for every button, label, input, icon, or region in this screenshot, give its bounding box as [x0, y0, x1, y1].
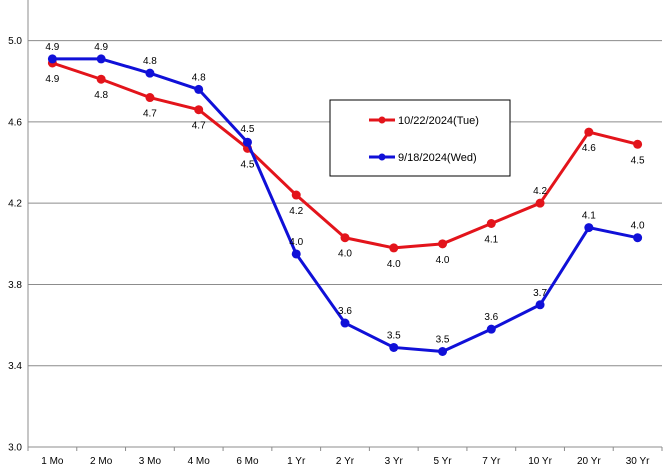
x-tick-label-6-mo: 6 Mo [236, 456, 259, 467]
series-1-point-6 [340, 233, 350, 243]
y-tick-label-4.2: 4.2 [8, 199, 22, 210]
legend: 10/22/2024(Tue) 9/18/2024(Wed) [329, 99, 511, 177]
series-1-data-label-9: 4.1 [484, 235, 498, 246]
x-tick-label-5-yr: 5 Yr [433, 456, 452, 467]
legend-series-1-label: 10/22/2024(Tue) [398, 115, 479, 127]
x-tick-label-7-yr: 7 Yr [482, 456, 501, 467]
y-tick-label-3.4: 3.4 [8, 361, 22, 372]
y-tick-label-4.6: 4.6 [8, 117, 22, 128]
series-2-point-9 [486, 324, 496, 334]
x-tick-label-2-yr: 2 Yr [336, 456, 355, 467]
series-1-data-label-12: 4.5 [631, 155, 645, 166]
series-1-point-5 [291, 190, 301, 200]
y-axis-ticks: 3.0 3.4 3.8 4.2 4.6 5.0 [8, 36, 22, 453]
series-1-data-label-4: 4.5 [241, 159, 255, 170]
series-1-data-label-3: 4.7 [192, 121, 206, 132]
x-tick-label-30-yr: 30 Yr [626, 456, 650, 467]
series-1-data-label-11: 4.6 [582, 143, 596, 154]
series-2-data-label-1: 4.9 [94, 42, 108, 53]
series-2-point-6 [340, 318, 350, 328]
series-2-point-2 [145, 68, 155, 78]
series-2-data-label-8: 3.5 [436, 335, 450, 346]
x-tick-label-20-yr: 20 Yr [577, 456, 601, 467]
legend-series-2-label: 9/18/2024(Wed) [398, 152, 477, 164]
x-tick-label-10-yr: 10 Yr [528, 456, 552, 467]
series-1-point-10 [535, 198, 545, 208]
series-2-point-11 [584, 223, 594, 233]
series-2: 4.9 4.9 4.8 4.8 4.5 4.0 3.6 3.5 3.5 3.6 3.7 4.1 4.0 [45, 42, 645, 357]
series-1-point-3 [194, 105, 204, 115]
series-2-data-label-4: 4.5 [241, 124, 255, 135]
series-2-data-label-11: 4.1 [582, 211, 596, 222]
series-2-point-12 [633, 233, 643, 243]
series-2-data-label-2: 4.8 [143, 56, 157, 67]
y-tick-label-3.8: 3.8 [8, 280, 22, 291]
x-tick-label-3-yr: 3 Yr [385, 456, 404, 467]
x-tick-label-3-mo: 3 Mo [139, 456, 162, 467]
y-tick-label-5.0: 5.0 [8, 36, 22, 47]
series-1-point-1 [96, 74, 106, 84]
x-axis-ticks: 1 Mo 2 Mo 3 Mo 4 Mo 6 Mo 1 Yr 2 Yr 3 Yr 5 Yr 7 Yr… [41, 456, 650, 467]
series-1-data-label-2: 4.7 [143, 109, 157, 120]
series-1-data-label-0: 4.9 [45, 74, 59, 85]
series-2-point-0 [47, 54, 57, 64]
x-tick-label-2-mo: 2 Mo [90, 456, 113, 467]
series-2-data-label-6: 3.6 [338, 306, 352, 317]
series-2-point-10 [535, 300, 545, 310]
series-2-data-label-12: 4.0 [631, 221, 645, 232]
series-1-data-label-1: 4.8 [94, 90, 108, 101]
x-tick-label-1-mo: 1 Mo [41, 456, 64, 467]
series-1-point-8 [438, 239, 448, 249]
series-2-data-label-3: 4.8 [192, 72, 206, 83]
series-1-data-label-8: 4.0 [436, 255, 450, 266]
series-1-point-12 [633, 139, 643, 149]
x-tick-label-1-yr: 1 Yr [287, 456, 306, 467]
series-2-point-8 [438, 347, 448, 357]
series-1-point-7 [389, 243, 399, 253]
series-2-data-label-0: 4.9 [45, 42, 59, 53]
series-group: 4.94.84.74.74.54.24.04.0 4.04.14.24.64.54… [45, 42, 645, 357]
series-1-point-9 [486, 219, 496, 228]
series-2-data-label-10: 3.7 [533, 288, 547, 299]
series-2-point-5 [291, 249, 301, 259]
legend-series-1-marker [378, 116, 386, 124]
series-1-data-label-7: 4.0 [387, 259, 401, 270]
series-2-data-label-9: 3.6 [484, 312, 498, 323]
series-2-point-1 [96, 54, 106, 64]
legend-box [329, 99, 511, 177]
series-1-data-label-5: 4.2 [289, 206, 303, 217]
series-1-data-label-10: 4.2 [533, 186, 547, 197]
legend-series-2-marker [378, 153, 386, 161]
series-1-point-11 [584, 127, 594, 137]
y-tick-label-3.0: 3.0 [8, 443, 22, 454]
series-1-data-label-6: 4.0 [338, 249, 352, 260]
x-tick-label-4-mo: 4 Mo [188, 456, 211, 467]
series-2-point-3 [194, 84, 204, 94]
series-1-point-2 [145, 93, 155, 103]
series-2-point-4 [242, 137, 252, 147]
axes [27, 0, 663, 451]
series-2-data-label-5: 4.0 [289, 237, 303, 248]
series-2-point-7 [389, 342, 399, 352]
series-2-data-label-7: 3.5 [387, 330, 401, 341]
gridlines [28, 40, 662, 367]
